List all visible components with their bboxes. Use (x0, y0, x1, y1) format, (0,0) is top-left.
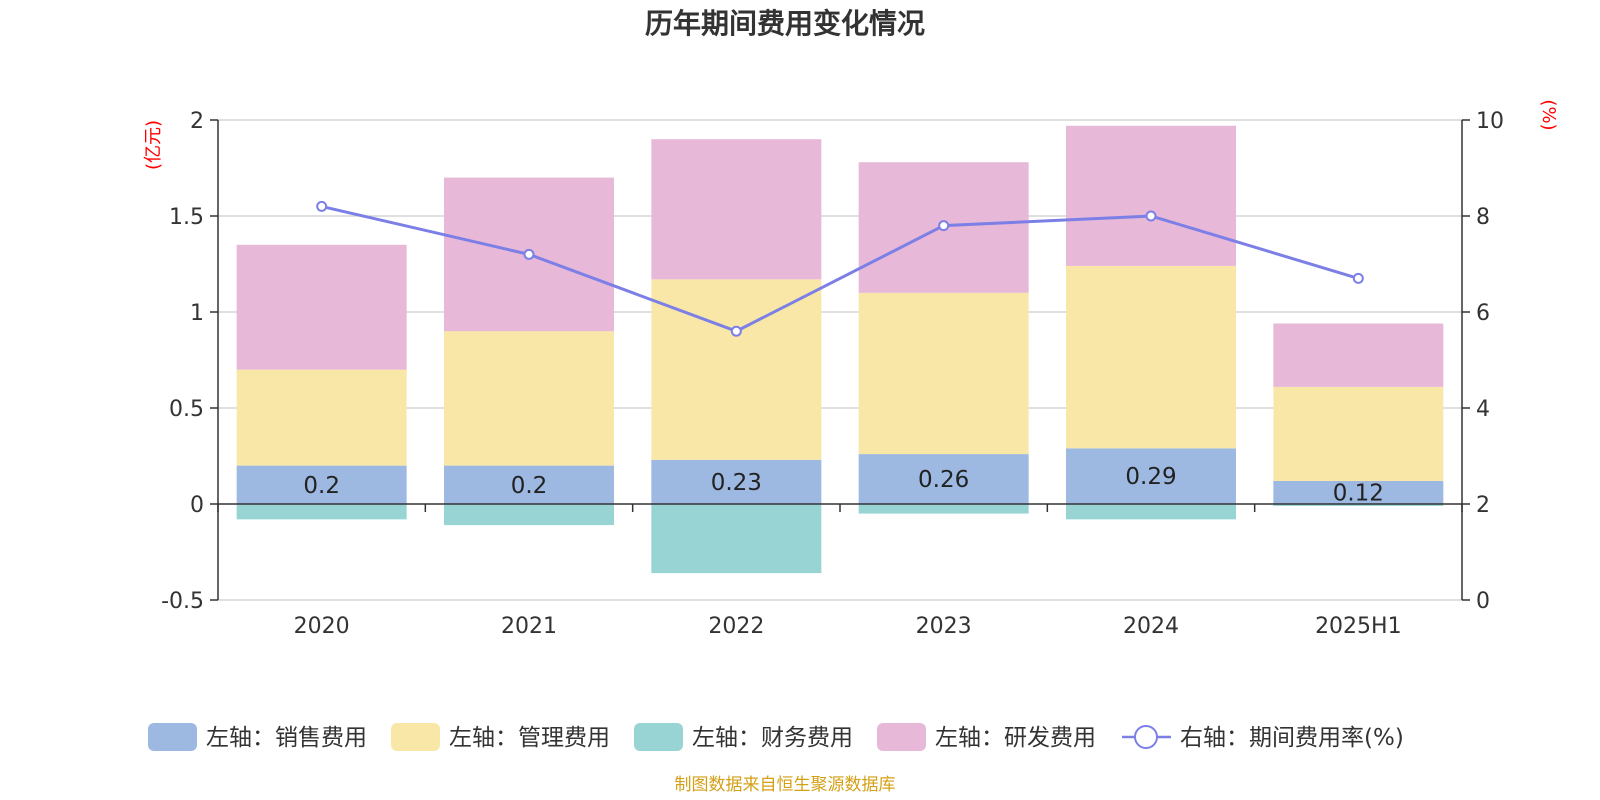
bar-data-label: 0.23 (711, 470, 762, 496)
bar-左轴：财务费用-2025H1 (1273, 504, 1444, 506)
bar-左轴：财务费用-2020 (236, 504, 407, 520)
rate-line-path (321, 204, 1359, 333)
legend-label: 左轴：管理费用 (449, 725, 610, 751)
legend-label: 左轴：研发费用 (935, 725, 1096, 751)
bar-左轴：研发费用-2022 (651, 139, 822, 280)
left-tick-label: 0 (190, 493, 204, 518)
x-tick-label: 2020 (294, 614, 350, 639)
bar-左轴：管理费用-2020 (236, 369, 407, 466)
rate-line (316, 200, 1364, 337)
grid-lines (218, 119, 1462, 601)
left-tick-label: 0.5 (169, 397, 204, 422)
rate-point-2022 (730, 325, 742, 337)
right-axis-unit: (%) (1538, 99, 1559, 130)
right-tick-label: 4 (1476, 397, 1490, 422)
legend-label: 左轴：销售费用 (206, 725, 367, 751)
rate-point-2025H1 (1352, 272, 1364, 284)
bar-左轴：财务费用-2023 (858, 504, 1029, 514)
bar-左轴：管理费用-2024 (1066, 265, 1236, 449)
left-axis-unit: (亿元) (143, 120, 164, 170)
x-tick-label: 2024 (1123, 614, 1179, 639)
bar-左轴：研发费用-2025H1 (1273, 323, 1444, 387)
bar-左轴：管理费用-2023 (858, 292, 1029, 455)
right-tick-label: 10 (1476, 109, 1504, 134)
bar-左轴：管理费用-2021 (444, 331, 614, 466)
bar-data-label: 0.12 (1333, 480, 1384, 506)
chart-title: 历年期间费用变化情况 (645, 7, 925, 40)
bar-左轴：财务费用-2022 (651, 504, 822, 574)
bar-左轴：财务费用-2021 (444, 504, 614, 526)
rate-point-2021 (523, 248, 535, 260)
legend-swatch (877, 723, 926, 751)
bar-data-label: 0.29 (1125, 464, 1176, 490)
left-tick-label: 2 (190, 109, 204, 134)
bar-左轴：销售费用-2022 (651, 459, 822, 504)
rate-point-2023 (938, 220, 950, 232)
rate-point-2024 (1145, 210, 1157, 222)
legend-point-swatch (1134, 725, 1158, 749)
rate-point-2020 (316, 200, 328, 212)
bar-data-label: 0.26 (918, 467, 969, 493)
legend-label: 右轴：期间费用率(%) (1180, 725, 1404, 751)
x-tick-label: 2022 (708, 614, 764, 639)
left-tick-label: 1.5 (169, 205, 204, 230)
bar-左轴：销售费用-2025H1 (1273, 480, 1444, 504)
x-tick-label: 2023 (916, 614, 972, 639)
bar-左轴：销售费用-2024 (1066, 448, 1236, 504)
right-tick-label: 6 (1476, 301, 1490, 326)
bar-左轴：销售费用-2021 (444, 465, 614, 504)
left-tick-label: 1 (190, 301, 204, 326)
data-labels: 0.2 0.2 0.23 0.26 0.29 0.12 (303, 464, 1384, 506)
bar-左轴：管理费用-2025H1 (1273, 386, 1444, 481)
right-tick-label: 0 (1476, 589, 1490, 614)
bar-左轴：研发费用-2024 (1066, 125, 1236, 266)
right-tick-label: 8 (1476, 205, 1490, 230)
bar-左轴：财务费用-2024 (1066, 504, 1236, 520)
left-tick-label: -0.5 (161, 589, 204, 614)
bar-左轴：销售费用-2020 (236, 465, 407, 504)
bar-data-label: 0.2 (303, 473, 340, 499)
bars (236, 125, 1444, 574)
bar-data-label: 0.2 (511, 473, 548, 499)
legend: 左轴：销售费用 左轴：管理费用 左轴：财务费用 左轴：研发费用 右轴：期间费用率(%) (148, 723, 1404, 751)
bar-左轴：销售费用-2023 (858, 454, 1029, 504)
bar-左轴：研发费用-2020 (236, 244, 407, 370)
x-tick-label: 2025H1 (1315, 614, 1402, 639)
legend-label: 左轴：财务费用 (692, 725, 853, 751)
legend-swatch (634, 723, 683, 751)
source-note: 制图数据来自恒生聚源数据库 (675, 775, 896, 795)
x-tick-label: 2021 (501, 614, 557, 639)
legend-swatch (391, 723, 440, 751)
bar-左轴：管理费用-2022 (651, 279, 822, 460)
right-tick-label: 2 (1476, 493, 1490, 518)
legend-swatch (148, 723, 197, 751)
